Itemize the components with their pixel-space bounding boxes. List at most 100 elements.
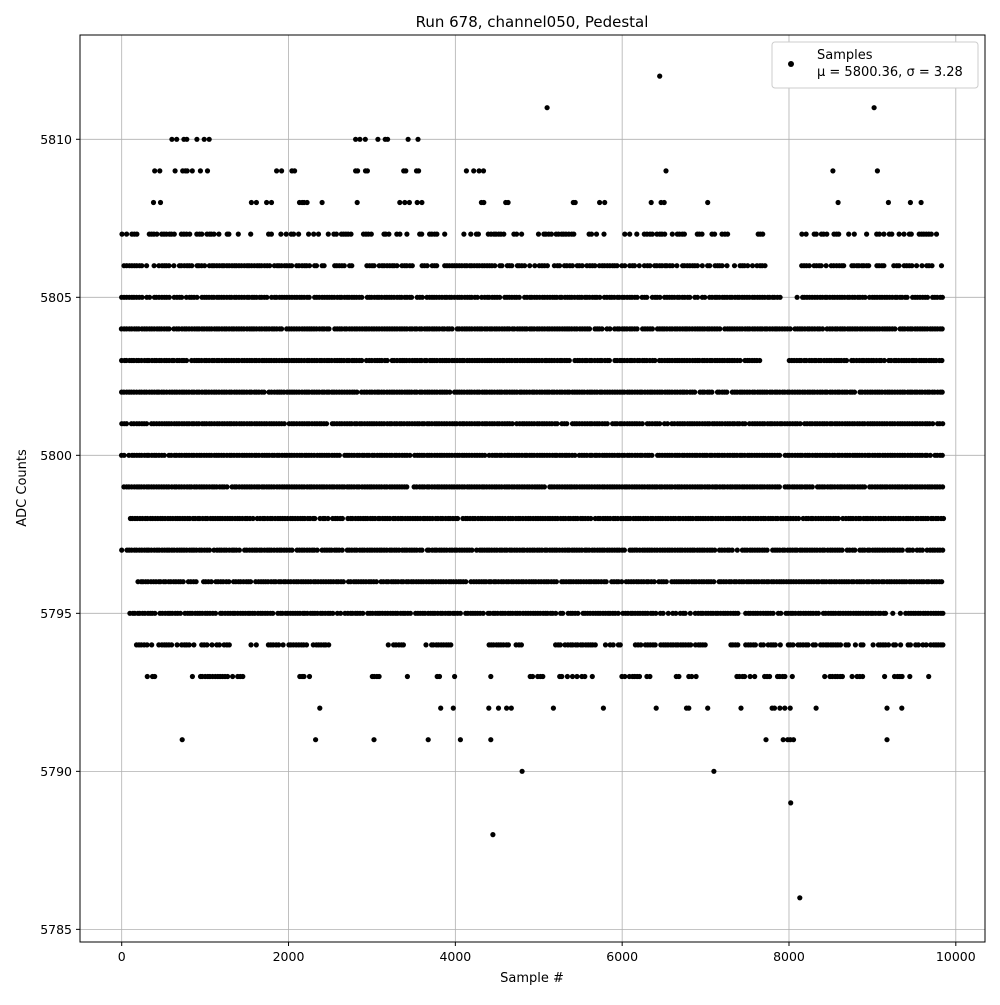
- data-point: [909, 263, 915, 269]
- data-point: [885, 642, 892, 648]
- data-point: [687, 294, 693, 300]
- data-point: [212, 610, 219, 616]
- data-point: [296, 231, 302, 237]
- data-point: [910, 547, 916, 553]
- data-point: [304, 199, 310, 206]
- data-point: [876, 231, 883, 237]
- data-point: [619, 579, 625, 585]
- data-point: [482, 452, 488, 458]
- data-point: [892, 642, 899, 648]
- data-point: [574, 673, 580, 680]
- data-point: [559, 673, 565, 680]
- data-point: [311, 231, 317, 237]
- data-point: [492, 263, 498, 269]
- data-point: [572, 199, 578, 206]
- data-point: [189, 673, 195, 680]
- legend-stats-label: μ = 5800.36, σ = 3.28: [817, 65, 963, 80]
- data-point: [787, 705, 793, 711]
- data-point: [216, 231, 222, 237]
- data-point: [564, 421, 570, 427]
- data-point: [777, 705, 783, 711]
- data-point: [940, 515, 947, 522]
- data-point: [694, 294, 701, 300]
- data-point: [497, 294, 503, 300]
- data-point: [326, 326, 332, 332]
- data-point: [599, 326, 605, 332]
- data-point: [404, 484, 410, 490]
- data-point: [179, 294, 185, 300]
- data-point: [862, 484, 868, 490]
- data-point: [790, 642, 796, 648]
- data-point: [499, 263, 505, 269]
- data-point: [353, 136, 359, 142]
- data-point: [901, 231, 907, 237]
- data-point: [638, 642, 644, 648]
- data-point: [264, 294, 270, 300]
- data-point: [169, 642, 175, 648]
- data-point: [189, 263, 195, 269]
- data-point: [600, 705, 607, 711]
- data-point: [455, 515, 461, 522]
- data-point: [226, 231, 232, 237]
- x-tick-label: 2000: [273, 949, 305, 964]
- data-point: [787, 326, 793, 332]
- data-point: [368, 231, 374, 237]
- data-point: [419, 199, 425, 206]
- data-point: [606, 357, 613, 364]
- data-point: [312, 515, 318, 522]
- data-point: [663, 579, 669, 585]
- data-point: [648, 199, 654, 206]
- data-point: [651, 579, 657, 585]
- data-point: [123, 421, 130, 427]
- data-point: [627, 231, 633, 237]
- data-point: [554, 421, 560, 427]
- data-point: [809, 484, 815, 490]
- data-point: [757, 357, 763, 364]
- legend: Samples μ = 5800.36, σ = 3.28: [771, 41, 979, 89]
- data-point: [119, 231, 125, 237]
- data-point: [592, 263, 598, 269]
- data-point: [874, 168, 881, 174]
- data-point: [813, 705, 819, 711]
- data-point: [663, 168, 669, 174]
- data-point: [152, 610, 158, 616]
- data-point: [597, 294, 603, 300]
- data-point: [490, 832, 496, 838]
- data-point: [862, 294, 868, 300]
- data-point: [452, 673, 458, 680]
- data-point: [803, 231, 809, 237]
- data-point: [940, 642, 946, 648]
- data-point: [692, 389, 698, 395]
- data-point: [712, 231, 718, 237]
- legend-series-label: Samples: [817, 48, 873, 63]
- data-point: [463, 579, 469, 585]
- data-point: [882, 610, 889, 616]
- data-point: [777, 642, 783, 648]
- data-point: [622, 263, 628, 269]
- data-point: [846, 231, 852, 237]
- data-point: [306, 673, 313, 680]
- data-point: [699, 263, 705, 269]
- data-point: [631, 263, 638, 269]
- y-axis-label: ADC Counts: [15, 449, 30, 527]
- data-point: [509, 263, 515, 269]
- data-point: [505, 642, 511, 648]
- data-point: [409, 263, 415, 269]
- x-axis-ticks: 0 2000 4000 6000 8000 10000: [118, 942, 976, 964]
- data-point: [197, 168, 203, 174]
- data-point: [151, 263, 157, 269]
- data-point: [938, 263, 945, 269]
- data-point: [881, 357, 887, 364]
- x-tick-label: 4000: [439, 949, 471, 964]
- data-point: [548, 231, 555, 237]
- data-point: [193, 579, 199, 585]
- data-point: [425, 737, 431, 743]
- data-point: [457, 737, 463, 743]
- data-point: [355, 168, 361, 174]
- data-point: [289, 547, 295, 553]
- data-point: [636, 263, 642, 269]
- data-point: [264, 199, 270, 206]
- data-point: [884, 705, 890, 711]
- data-point: [371, 737, 377, 743]
- data-point: [914, 263, 920, 269]
